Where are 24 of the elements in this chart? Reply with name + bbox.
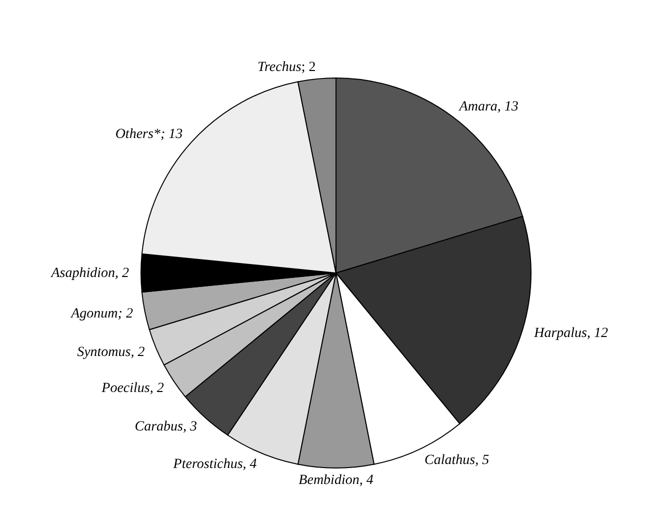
data-label: , 3	[182, 418, 197, 434]
slice-label: Amara	[458, 99, 498, 114]
slice-label: Bembidion	[298, 472, 360, 488]
slice-label: Syntomus	[77, 344, 132, 360]
slice-label: Carabus	[134, 418, 184, 434]
slice-label: Agonum	[70, 306, 118, 321]
data-label: ; 2	[301, 59, 316, 74]
data-label: , 4	[359, 472, 374, 488]
slice-label: Others*	[115, 126, 160, 142]
data-label: , 2	[150, 380, 164, 396]
data-label: , 5	[475, 452, 490, 468]
data-label: , 4	[242, 456, 257, 472]
data-label: ; 13	[160, 126, 183, 142]
data-label: , 2	[115, 266, 129, 280]
data-label: , 2	[130, 344, 145, 360]
slice-label: Poecilus	[100, 380, 150, 396]
slice-label: Pterostichus	[172, 456, 244, 472]
slice-label: Harpalus	[533, 326, 588, 341]
data-label: ; 2	[118, 306, 133, 321]
slice-label: Asaphidion	[50, 266, 115, 280]
slice-label: Trechus	[257, 59, 302, 74]
data-label: , 12	[586, 326, 608, 341]
data-label: , 13	[497, 99, 518, 114]
slice-label: Calathus	[424, 452, 476, 468]
